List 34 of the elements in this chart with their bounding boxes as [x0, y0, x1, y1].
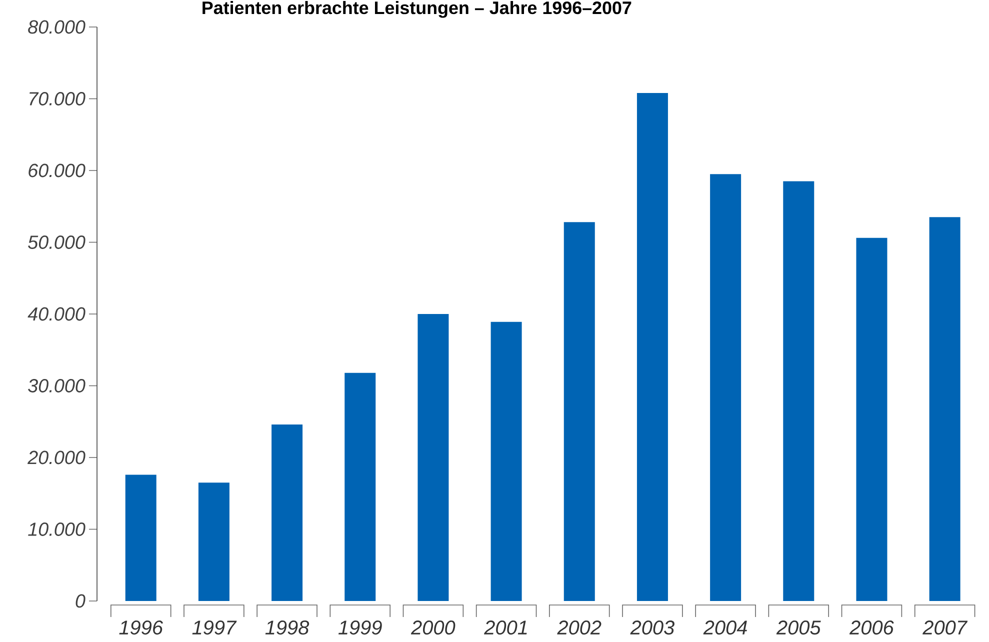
y-tick-label: 50.000 — [28, 236, 86, 249]
bar — [929, 217, 960, 601]
bar — [564, 222, 595, 601]
bar — [636, 92, 668, 601]
x-tick-label: 2006 — [849, 620, 894, 635]
bar — [856, 238, 888, 601]
chart-title: Patienten erbrachte Leistungen – Jahre 1996–2007 — [202, 1, 632, 18]
x-tick-label: 2005 — [776, 620, 821, 635]
x-tick-label: 2004 — [703, 620, 747, 635]
y-tick-label: 70.000 — [30, 92, 86, 106]
bar — [272, 424, 303, 601]
x-tick-label: 1997 — [192, 620, 237, 635]
y-tick-label: 0 — [76, 594, 86, 608]
x-tick-label: 2002 — [557, 620, 602, 635]
y-tick-label: 80.000 — [28, 20, 86, 34]
x-tick-label: 1999 — [338, 620, 382, 635]
y-tick-label: 20.000 — [27, 450, 86, 464]
x-tick-label: 1996 — [119, 620, 164, 635]
bar — [125, 474, 156, 601]
bar — [710, 174, 742, 601]
bar — [344, 372, 376, 601]
bar — [490, 322, 522, 601]
y-tick-label: 40.000 — [28, 307, 86, 321]
x-tick-label: 2001 — [484, 620, 527, 635]
x-tick-label: 1998 — [265, 620, 310, 635]
x-tick-label: 2003 — [630, 620, 674, 635]
x-tick-label: 2000 — [410, 620, 456, 635]
y-tick-label: 60.000 — [28, 164, 86, 178]
x-tick-label: 2007 — [922, 620, 968, 635]
y-tick-label: 10.000 — [28, 522, 86, 536]
bar — [198, 482, 230, 601]
y-tick-label: 30.000 — [28, 379, 86, 392]
bar — [783, 181, 814, 601]
bar — [418, 314, 449, 601]
